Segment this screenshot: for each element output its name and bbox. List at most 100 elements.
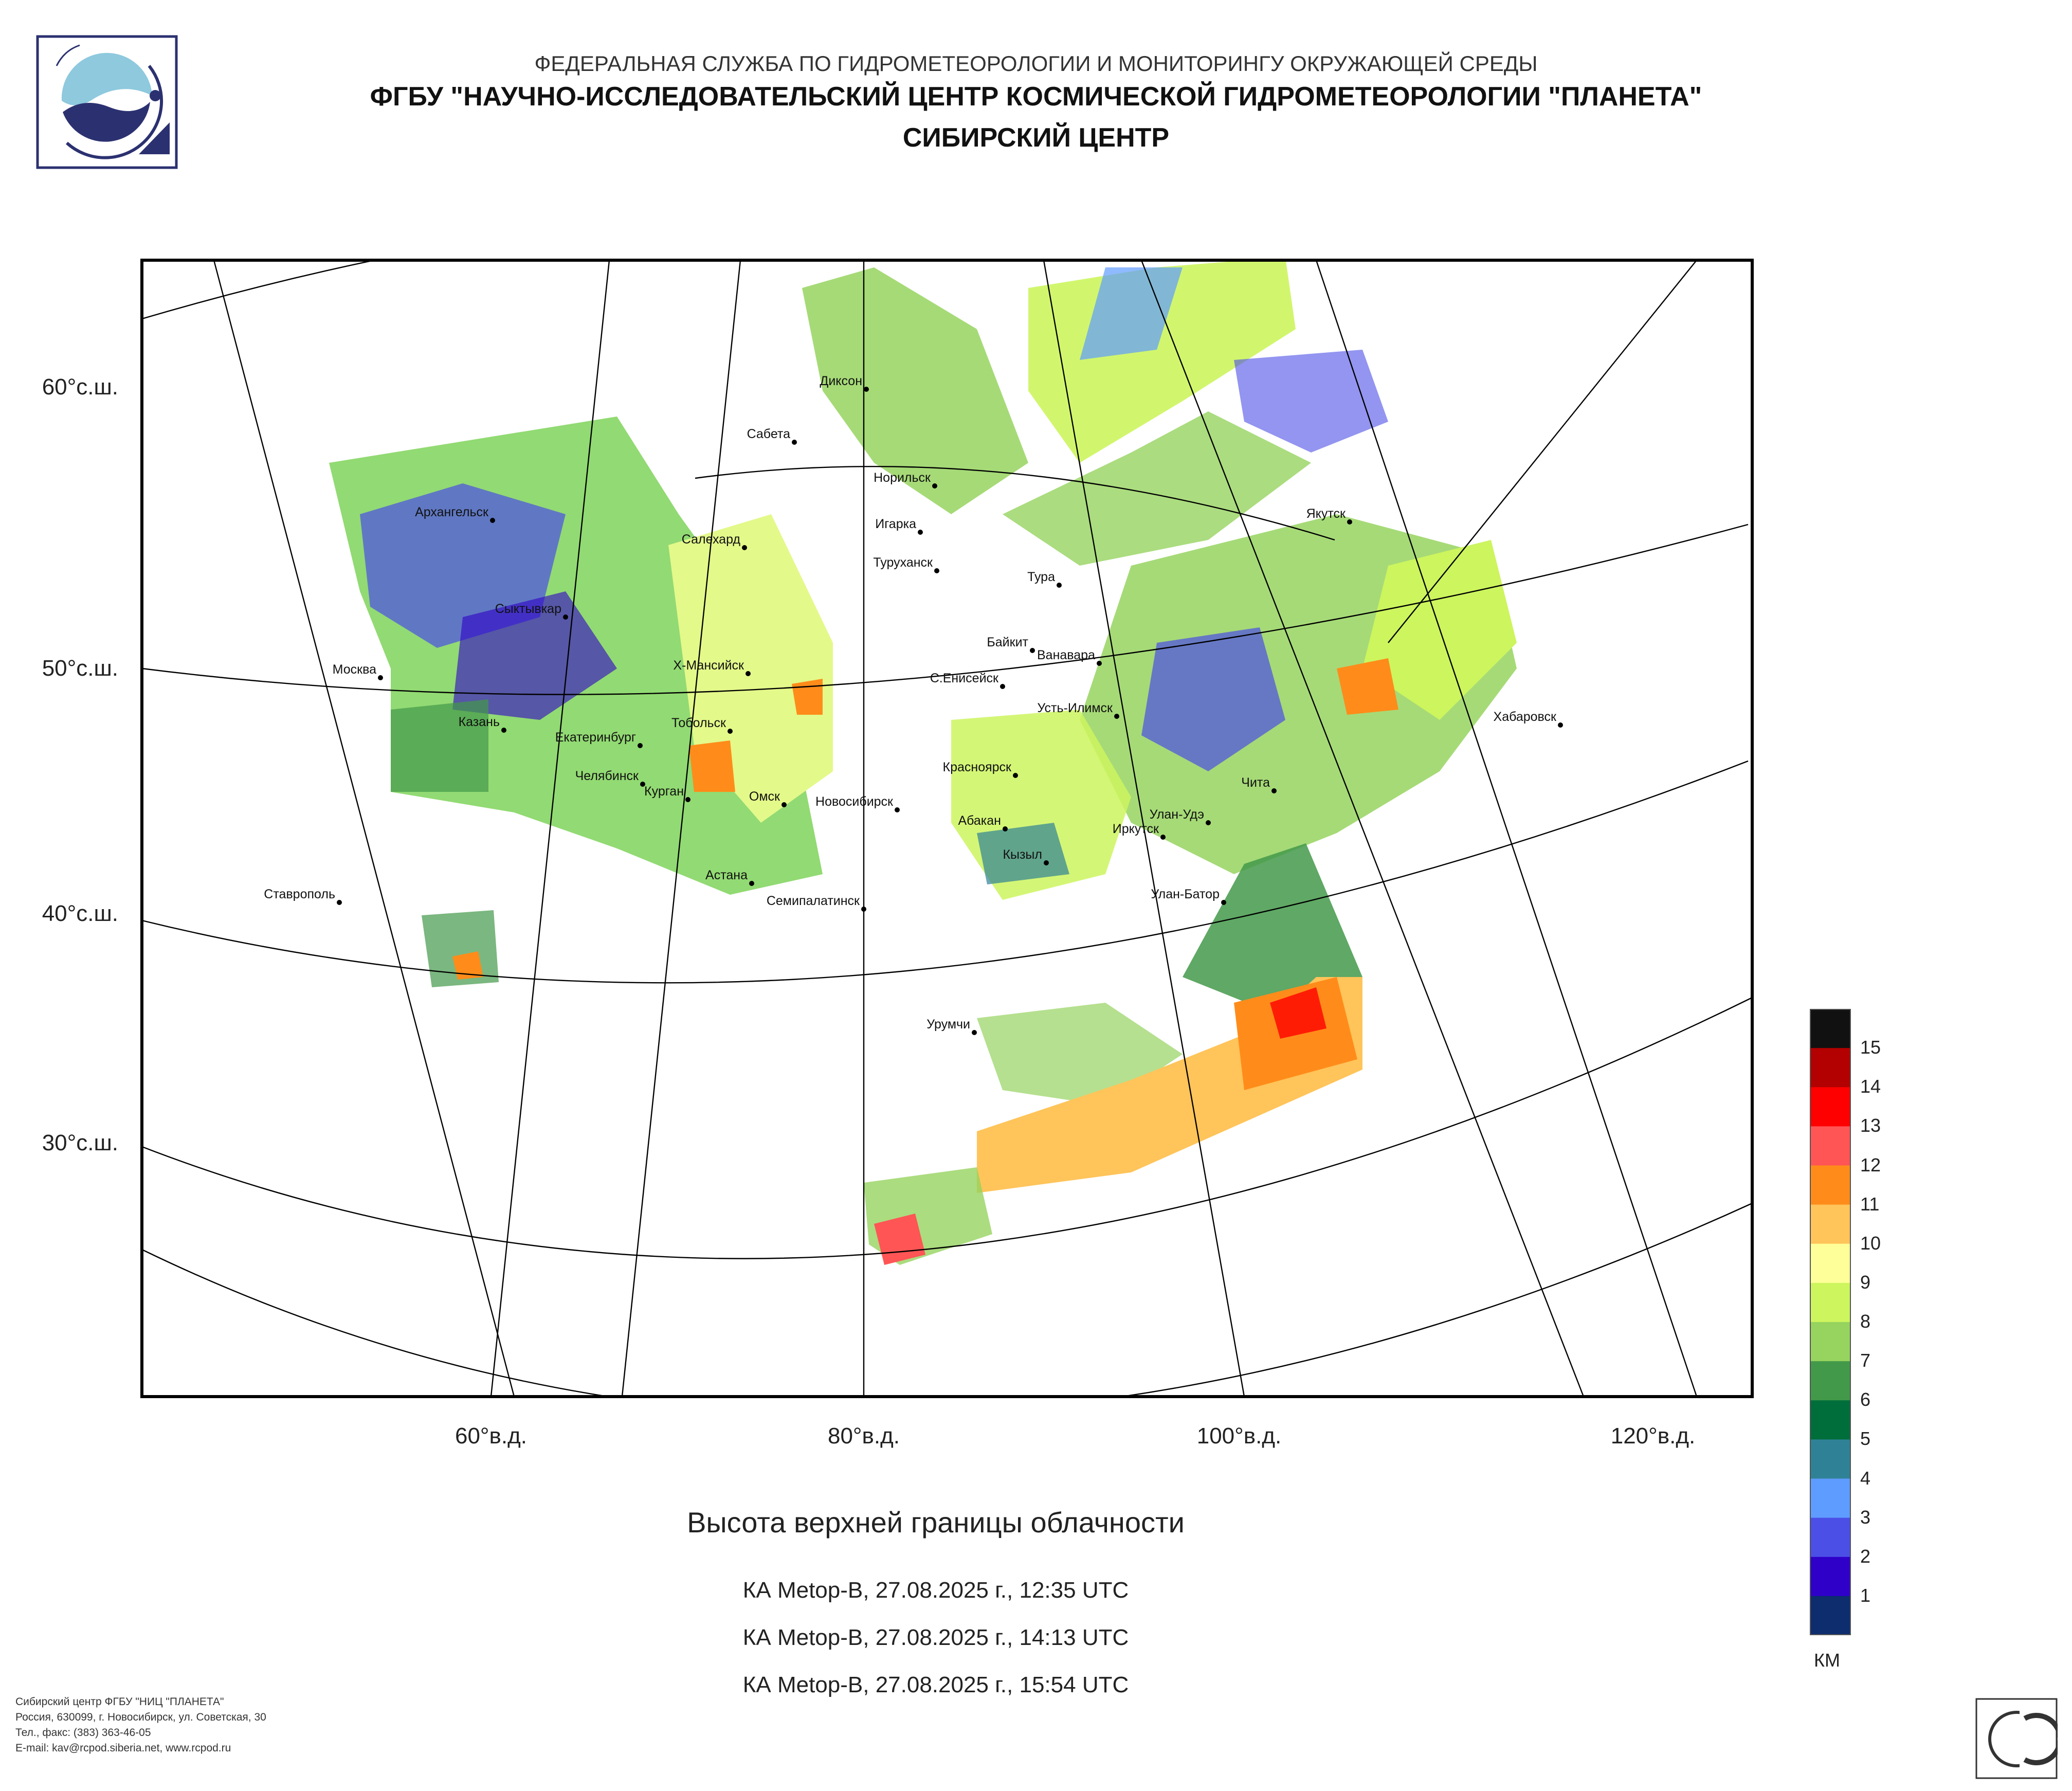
legend-label: 5 [1860,1428,1871,1450]
legend-label: 11 [1860,1193,1880,1215]
legend-swatch [1810,1439,1851,1479]
legend-label: 10 [1860,1232,1881,1254]
city-label: Астана [705,868,748,882]
footer-contacts: Сибирский центр ФГБУ "НИЦ "ПЛАНЕТА" Росс… [15,1694,266,1756]
city-label: Улан-Удэ [1150,807,1204,822]
city-label: Челябинск [575,769,639,783]
city-label: Салехард [682,532,741,547]
city-label: Москва [333,662,376,677]
city-label: Х-Мансийск [673,658,744,673]
legend-swatch [1810,1400,1851,1440]
city-dot [861,907,866,912]
iso-certificate-icon [1975,1698,2058,1779]
legend-label: 2 [1860,1545,1871,1567]
footer-line: E-mail: kav@rcpod.siberia.net, www.rcpod… [15,1742,231,1754]
legend-swatch [1810,1322,1851,1362]
center-title: СИБИРСКИЙ ЦЕНТР [902,123,1170,153]
satellite-pass-1: КА Metop-B, 27.08.2025 г., 12:35 UTC [742,1578,1129,1603]
city-label: Сыктывкар [495,602,561,616]
city-dot [685,797,690,802]
city-label: Тура [1027,570,1055,584]
legend-label: 12 [1860,1154,1881,1175]
legend-label: 13 [1860,1115,1881,1136]
city-label: Казань [459,715,500,729]
city-dot [638,743,643,748]
city-dot [932,483,937,489]
city-dot [1097,661,1102,666]
legend-label: 15 [1860,1037,1881,1058]
city-dot [1160,835,1166,840]
graticule [142,260,1752,1397]
city-label: Омск [749,789,780,804]
legend-label: 7 [1860,1350,1871,1371]
lon-label-80: 80°в.д. [827,1423,900,1449]
legend-swatch [1810,1165,1851,1205]
city-dot [1013,773,1018,778]
legend-swatch [1810,1087,1851,1127]
city-label: Байкит [987,635,1028,649]
city-dot [501,728,506,733]
city-dot [792,440,797,445]
city-dot [1221,900,1226,905]
legend-swatch [1810,1204,1851,1244]
city-label: Архангельск [415,505,489,519]
legend-label: 14 [1860,1076,1881,1097]
legend-label: 9 [1860,1271,1871,1293]
lon-label-100: 100°в.д. [1196,1423,1282,1449]
city-label: Улан-Батор [1151,887,1220,901]
legend-label: 6 [1860,1389,1871,1410]
city-label: Иркутск [1113,822,1159,836]
lat-label-30: 30°с.ш. [42,1130,118,1155]
city-label: Диксон [820,374,862,388]
city-dot [972,1030,977,1035]
city-label: Курган [644,784,684,799]
city-label: Ванавара [1037,648,1095,662]
map-frame [140,259,1754,1398]
org-title: ФГБУ "НАУЧНО-ИССЛЕДОВАТЕЛЬСКИЙ ЦЕНТР КОС… [370,82,1702,112]
city-label: Норильск [874,471,931,485]
city-dot [1347,519,1352,524]
city-label: Усть-Илимск [1037,701,1113,715]
legend-swatch [1810,1009,1851,1048]
city-label: Новосибирск [815,794,894,809]
city-markers: Диксон Сабета Норильск Игарка Туруханск Архан… [264,374,1563,1035]
footer-line: Тел., факс: (383) 363-46-05 [15,1727,151,1739]
legend-unit: КМ [1814,1650,1840,1671]
city-label: Екатеринбург [555,730,636,745]
city-dot [1206,820,1211,825]
city-label: Сабета [747,427,791,441]
city-dot [1057,583,1062,588]
city-label: Урумчи [926,1017,970,1032]
city-dot [864,387,869,392]
legend-swatch [1810,1048,1851,1088]
city-label: Семипалатинск [767,894,860,908]
city-label: Абакан [958,813,1001,828]
city-dot [640,782,645,787]
legend-swatch [1810,1361,1851,1401]
lon-label-120: 120°в.д. [1610,1423,1696,1449]
city-label: Туруханск [873,555,933,570]
footer-line: Сибирский центр ФГБУ "НИЦ "ПЛАНЕТА" [15,1696,224,1708]
city-dot [1030,648,1035,653]
legend-swatch [1810,1282,1851,1323]
legend-label: 3 [1860,1506,1871,1528]
city-label: С.Енисейск [930,671,999,685]
city-label: Красноярск [943,760,1012,774]
cloud-swath-east [951,514,1517,900]
lat-label-60: 60°с.ш. [42,374,118,400]
city-dot [1114,714,1119,719]
legend-swatch [1810,1126,1851,1166]
legend-swatch [1810,1596,1851,1635]
city-dot [742,545,747,550]
legend-swatch [1810,1478,1851,1518]
city-label: Тобольск [671,716,726,730]
city-dot [749,881,754,886]
city-dot [1558,722,1563,728]
city-dot [728,729,733,734]
footer-line: Россия, 630099, г. Новосибирск, ул. Сове… [15,1711,266,1723]
legend-swatch [1810,1517,1851,1558]
satellite-pass-2: КА Metop-B, 27.08.2025 г., 14:13 UTC [742,1625,1129,1650]
city-dot [490,518,495,523]
legend-label: 1 [1860,1584,1871,1606]
